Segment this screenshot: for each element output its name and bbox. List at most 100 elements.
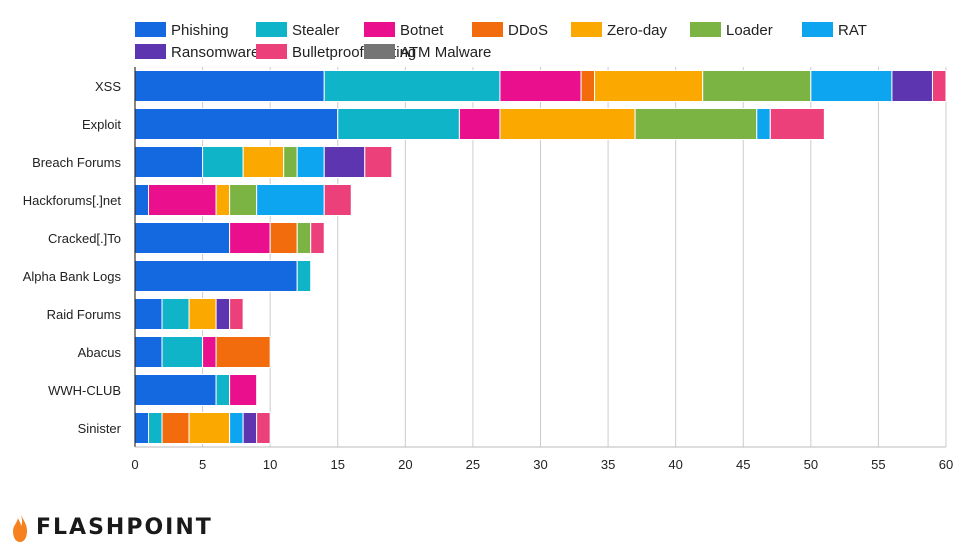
x-tick-label: 35 (601, 457, 615, 472)
bar-segment (134, 412, 150, 444)
bar-segment (323, 146, 366, 178)
bar-segment (499, 108, 636, 140)
x-tick-label: 20 (398, 457, 412, 472)
bar-segment (323, 184, 352, 216)
legend-label: ATM Malware (400, 44, 491, 61)
bar-segment (161, 298, 190, 330)
bar-segment (931, 70, 947, 102)
bar-segment (364, 146, 393, 178)
bar-segment (242, 146, 285, 178)
x-tick-label: 60 (939, 457, 953, 472)
bar-segment (256, 412, 271, 444)
bar-segment (161, 336, 204, 368)
x-tick-label: 30 (533, 457, 547, 472)
brand-logo: FLASHPOINT (12, 510, 213, 544)
legend-swatch (256, 44, 287, 59)
bar-segment (702, 70, 812, 102)
legend-swatch (364, 44, 395, 59)
bar-segment (296, 146, 325, 178)
category-label: Hackforums[.]net (23, 193, 122, 208)
bar-segment (229, 412, 244, 444)
bar-segment (229, 184, 258, 216)
bar-segment (148, 412, 163, 444)
x-tick-label: 40 (668, 457, 682, 472)
bar-segment (310, 222, 325, 254)
bar-segment (202, 336, 217, 368)
legend-label: Ransomware (171, 44, 259, 61)
category-label: Breach Forums (32, 155, 121, 170)
bar-segment (215, 298, 231, 330)
legend-label: Bulletproof hosting (292, 44, 416, 61)
stacked-bar-chart: XSS Exploit Breach Forums Hackforums[.]net C… (23, 22, 953, 472)
x-tick-label: 5 (199, 457, 206, 472)
bar-segment (634, 108, 758, 140)
bar-segment (134, 108, 339, 140)
legend-label: Phishing (171, 22, 229, 39)
legend-label: Loader (726, 22, 773, 39)
bar-segment (215, 374, 231, 406)
bar-segment (296, 260, 312, 292)
bar-segment (810, 70, 893, 102)
bar-segment (891, 70, 933, 102)
legend-label: RAT (838, 22, 867, 39)
bar-segment (458, 108, 501, 140)
legend-swatch (571, 22, 602, 37)
brand-name: FLASHPOINT (36, 514, 213, 540)
bar-segment (134, 298, 163, 330)
category-label: Sinister (78, 421, 122, 436)
category-label: WWH-CLUB (48, 383, 121, 398)
legend-swatch (364, 22, 395, 37)
bar-segment (769, 108, 825, 140)
bar-segment (337, 108, 460, 140)
x-tick-label: 25 (466, 457, 480, 472)
bar-segment (283, 146, 298, 178)
bar-segment (134, 184, 150, 216)
category-label: Alpha Bank Logs (23, 269, 122, 284)
category-label: Raid Forums (47, 307, 122, 322)
bar-segment (269, 222, 298, 254)
legend-swatch (690, 22, 721, 37)
x-tick-label: 10 (263, 457, 277, 472)
bar-segment (499, 70, 582, 102)
bar-segment (229, 222, 271, 254)
legend-swatch (472, 22, 503, 37)
x-tick-label: 15 (331, 457, 345, 472)
bar-segment (323, 70, 501, 102)
legend-label: Botnet (400, 22, 444, 39)
legend-label: DDoS (508, 22, 548, 39)
x-tick-label: 45 (736, 457, 750, 472)
bar-segment (215, 336, 271, 368)
legend-label: Zero-day (607, 22, 668, 39)
category-label: Cracked[.]To (48, 231, 121, 246)
legend-swatch (135, 22, 166, 37)
x-tick-label: 0 (131, 457, 138, 472)
bar-segment (202, 146, 244, 178)
bar-segment (256, 184, 325, 216)
bar-segment (134, 260, 298, 292)
bar-segment (148, 184, 217, 216)
x-tick-label: 55 (871, 457, 885, 472)
category-label: XSS (95, 79, 121, 94)
bar-segment (134, 222, 231, 254)
bar-segment (134, 374, 217, 406)
category-label: Abacus (78, 345, 122, 360)
legend-swatch (256, 22, 287, 37)
x-tick-label: 50 (804, 457, 818, 472)
bar-segment (188, 412, 231, 444)
bar-segment (188, 298, 217, 330)
bar-segment (229, 374, 258, 406)
bar-segment (242, 412, 258, 444)
bar-segment (756, 108, 771, 140)
bar-segment (134, 336, 163, 368)
bar-segment (215, 184, 231, 216)
bar-segment (134, 146, 204, 178)
bar-segment (296, 222, 312, 254)
legend-label: Stealer (292, 22, 340, 39)
category-label: Exploit (82, 117, 121, 132)
flame-icon (13, 512, 27, 542)
bar-segment (229, 298, 244, 330)
bar-segment (580, 70, 596, 102)
legend-swatch (135, 44, 166, 59)
legend-swatch (802, 22, 833, 37)
bar-segment (161, 412, 190, 444)
